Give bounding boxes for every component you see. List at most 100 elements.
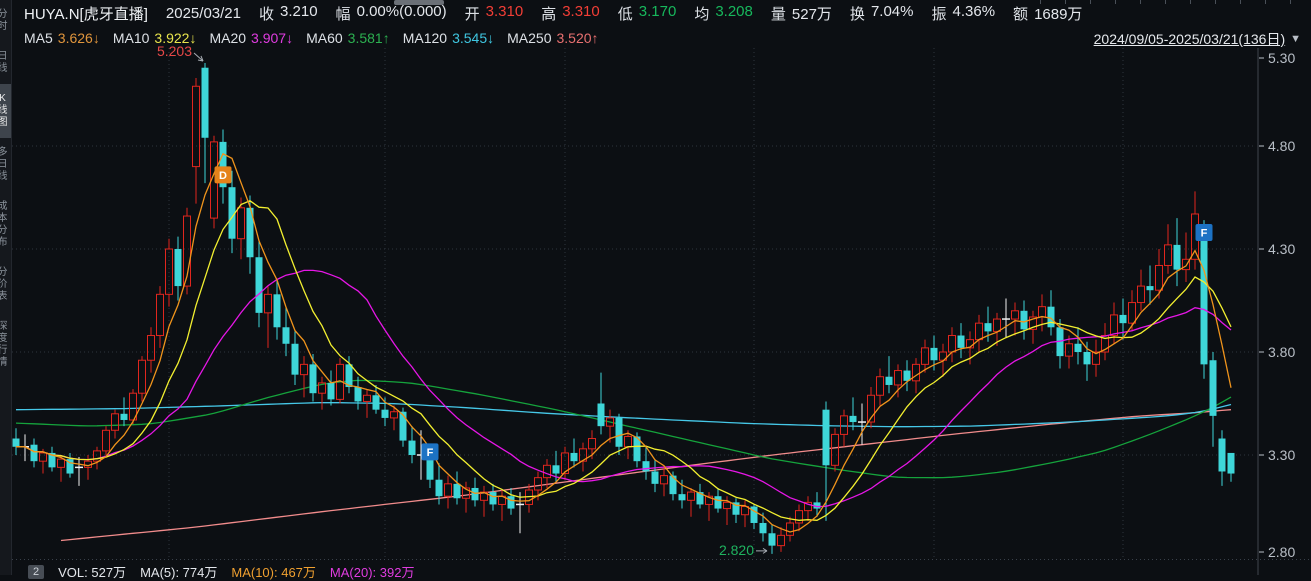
low-annotation: 2.820: [719, 542, 754, 558]
annotation-arrow-icon: [762, 550, 768, 554]
candle-down: [750, 506, 758, 523]
candle-down: [849, 415, 857, 423]
candle-down: [507, 496, 515, 509]
candle-up: [723, 501, 731, 510]
signal-badge-letter: F: [1201, 228, 1208, 240]
candle-down: [219, 141, 227, 188]
candle-up: [786, 522, 794, 536]
quote-field: 收 3.210: [259, 3, 318, 24]
candle-up: [1029, 316, 1037, 330]
candle-up: [741, 506, 749, 516]
candle-up: [192, 85, 200, 168]
date-range-text[interactable]: 2024/09/05-2025/03/21(136日): [1093, 31, 1286, 47]
candle-up: [183, 215, 191, 287]
candle-down: [228, 187, 236, 239]
candle-up: [1011, 310, 1019, 320]
candle-down: [291, 343, 299, 375]
sidebar-item[interactable]: K 线 图: [0, 84, 11, 138]
left-toolbar: 分 时日 线K 线 图多 日 线成 本 分 布分 价 表深 度 行 情: [0, 0, 12, 575]
volume-ma-readout: MA(5): 774万: [140, 565, 218, 580]
ma-line-ma20: [16, 269, 1232, 508]
sidebar-item[interactable]: 成 本 分 布: [0, 192, 11, 258]
dropdown-caret-icon[interactable]: ▼: [1290, 33, 1301, 45]
candle-down: [903, 370, 911, 381]
candle-up: [111, 413, 119, 431]
sidebar-item[interactable]: 多 日 线: [0, 138, 11, 192]
candle-up: [1182, 258, 1190, 271]
candle-down: [201, 67, 209, 138]
candle-up: [102, 429, 110, 452]
candle-up: [921, 347, 929, 365]
candle-down: [1173, 244, 1181, 270]
candle-down: [246, 207, 254, 258]
candle-down: [759, 522, 767, 534]
candle-up: [264, 293, 272, 314]
candle-up: [1128, 302, 1136, 324]
y-axis-label: 3.30: [1268, 447, 1295, 463]
quote-field-value: 3.310: [485, 3, 524, 20]
candle-down: [642, 461, 650, 472]
candle-up: [975, 322, 983, 341]
sidebar-item[interactable]: 分 时: [0, 0, 11, 42]
candle-down: [345, 364, 353, 388]
candle-down: [930, 347, 938, 361]
quote-field: 高 3.310: [541, 3, 600, 24]
ma-readout-ma250: MA250 3.520↑: [507, 30, 598, 46]
y-axis-label: 5.30: [1268, 50, 1295, 66]
ma-readout-ma60: MA60 3.581↑: [306, 30, 390, 46]
candle-up: [948, 335, 956, 353]
ma-line-ma10: [16, 200, 1232, 521]
quote-field: 均 3.208: [694, 3, 753, 24]
candle-down: [282, 327, 290, 344]
ma-line-ma120: [15, 401, 1232, 428]
candle-up: [993, 318, 1001, 332]
quote-field-label: 均: [694, 6, 710, 23]
sidebar-item[interactable]: 分 价 表: [0, 258, 11, 312]
date-range-selector[interactable]: 2024/09/05-2025/03/21(136日) ▼: [1094, 29, 1301, 49]
candle-up: [93, 450, 101, 462]
ma-value: 3.626↓: [57, 29, 100, 46]
candle-down: [48, 452, 56, 468]
quote-field-value: 3.210: [280, 3, 318, 20]
quote-field-value: 3.208: [715, 3, 753, 20]
candle-down: [327, 382, 335, 400]
sidebar-item[interactable]: 深 度 行 情: [0, 312, 11, 378]
top-scrollbar-thumb[interactable]: [394, 0, 444, 5]
sidebar-item[interactable]: 日 线: [0, 42, 11, 84]
candle-down: [12, 438, 20, 447]
quote-field: 额 1689万: [1013, 3, 1082, 24]
volume-ma-readout: MA(10): 467万: [231, 565, 316, 580]
signal-badge-d: [214, 166, 232, 184]
quote-date: 2025/03/21: [165, 5, 241, 22]
candle-up: [156, 293, 164, 337]
candle-up: [660, 475, 668, 485]
candle-down: [1083, 352, 1091, 365]
quote-field-label: 收: [258, 6, 274, 23]
candle-up: [1164, 244, 1172, 266]
candle-up: [138, 359, 146, 394]
quote-field-label: 振: [931, 6, 947, 23]
candle-down: [372, 395, 380, 410]
candle-up: [444, 483, 452, 497]
candle-down: [570, 452, 578, 462]
candle-down: [885, 376, 893, 385]
candle-up: [237, 207, 245, 240]
ma-label: MA250: [507, 29, 552, 46]
annotation-arrow-icon: [200, 55, 204, 62]
candle-down: [732, 502, 740, 515]
candle-down: [768, 533, 776, 546]
candle-down: [381, 409, 389, 418]
quote-field-value: 0.00%(0.000): [356, 3, 447, 20]
ma-label: MA120: [402, 29, 448, 46]
candle-up: [300, 363, 308, 376]
candle-up: [57, 458, 65, 468]
candle-down: [174, 249, 182, 287]
ma-value: 3.545↓: [452, 29, 495, 46]
candle-up: [1065, 343, 1073, 357]
quote-field-label: 换: [849, 6, 865, 23]
candle-up: [1092, 351, 1100, 365]
candle-up: [705, 495, 713, 505]
quote-field-value: 3.310: [562, 3, 600, 20]
high-annotation: 5.203: [157, 43, 192, 59]
